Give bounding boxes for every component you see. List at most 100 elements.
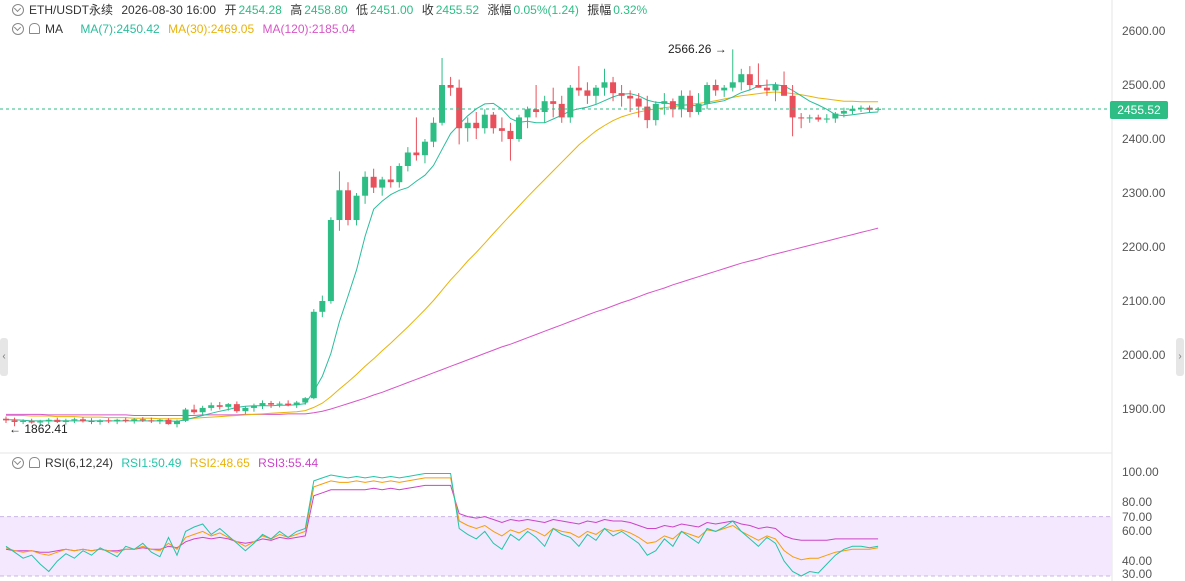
rsi-tick-label: 30.00 (1122, 567, 1153, 581)
candle-body (584, 90, 591, 96)
candle-body (345, 190, 351, 220)
collapse-icon[interactable] (12, 4, 24, 16)
candle-body (327, 220, 334, 301)
candle-body (413, 152, 420, 156)
candle-body (815, 117, 822, 120)
high-annotation: 2566.26 → (668, 42, 727, 56)
candle-body (353, 195, 360, 220)
open-label: 开 (224, 3, 237, 17)
candle-body (199, 407, 206, 413)
rsi-band (0, 516, 1112, 576)
ma120-line (6, 227, 879, 416)
candle-body (789, 95, 796, 118)
symbol-label: ETH/USDT永续 (29, 3, 114, 17)
candle-body (669, 101, 676, 110)
candle-body (823, 118, 830, 120)
candle-body (781, 85, 788, 96)
ma7-value: MA(7):2450.42 (80, 22, 160, 36)
scroll-left-button[interactable]: ‹ (0, 338, 8, 376)
rsi-tick-label: 100.00 (1122, 465, 1159, 479)
candle-body (806, 117, 813, 119)
candle-body (798, 117, 805, 119)
candle-body (156, 419, 163, 422)
candle-body (88, 420, 95, 422)
candle-body (54, 419, 61, 422)
price-tick-label: 1900.00 (1122, 402, 1166, 416)
candle-body (250, 405, 257, 408)
change-value: 0.05%(1.24) (513, 3, 579, 17)
candle-body (439, 85, 446, 123)
candle-body (473, 122, 480, 129)
candle-body (71, 419, 78, 421)
candle-body (558, 103, 565, 118)
candle-body (379, 179, 386, 188)
rsi-tick-label: 40.00 (1122, 554, 1153, 569)
candle-body (105, 420, 112, 422)
collapse-ma-icon[interactable] (12, 23, 24, 35)
candle-body (174, 420, 180, 425)
candle-body (618, 93, 625, 96)
candle-body (276, 403, 283, 405)
candle-body (302, 398, 309, 403)
alert-bell-icon[interactable] (29, 23, 40, 34)
ma-label: MA (45, 22, 63, 36)
arrow-right-icon: → (714, 42, 727, 56)
candle-body (242, 407, 249, 412)
rsi-legend: RSI(6,12,24) RSI1:50.49 RSI2:48.65 RSI3:… (12, 455, 323, 471)
candle-body (319, 301, 326, 312)
candle-body (28, 420, 35, 423)
open-value: 2454.28 (238, 3, 282, 17)
current-price-tag: 2455.52 (1110, 101, 1168, 119)
rsi2-line (5, 477, 879, 561)
low-annotation-value: 1862.41 (24, 422, 68, 436)
candle-body (20, 420, 27, 422)
candle-body (268, 403, 275, 405)
candle-body (516, 117, 522, 139)
candle-body (11, 420, 18, 422)
candle-body (592, 87, 599, 96)
candle-body (131, 419, 138, 421)
arrow-left-icon: ← (9, 422, 21, 436)
candle-body (644, 106, 651, 121)
high-annotation-value: 2566.26 (668, 42, 712, 56)
candle-body (362, 176, 369, 196)
candle-body (712, 85, 719, 91)
price-tick-label: 2500.00 (1122, 78, 1166, 92)
candle-body (447, 85, 454, 88)
candle-body (336, 190, 343, 220)
candle-body (79, 419, 86, 421)
price-tick-label: 2300.00 (1122, 186, 1166, 200)
candle-body (62, 420, 69, 422)
candle-body (695, 103, 702, 112)
candle-body (610, 82, 617, 94)
candle-body (866, 107, 873, 110)
candle-body (772, 85, 779, 91)
ohlc-header: ETH/USDT永续 2026-08-30 16:00 开 2454.28 高 24… (12, 2, 652, 18)
candle-body (746, 74, 753, 85)
amplitude-value: 0.32% (613, 3, 648, 17)
candle-body (45, 419, 52, 422)
amplitude-label: 振幅 (587, 3, 612, 17)
price-tick-label: 2600.00 (1122, 24, 1166, 38)
rsi1-value: RSI1:50.49 (121, 456, 182, 470)
candle-body (738, 74, 745, 83)
candle-body (182, 409, 189, 421)
rsi-alert-bell-icon[interactable] (29, 457, 40, 468)
collapse-rsi-icon[interactable] (12, 457, 24, 469)
candle-body (3, 418, 9, 421)
ma30-value: MA(30):2469.05 (168, 22, 255, 36)
price-tick-label: 2400.00 (1122, 132, 1166, 146)
scroll-right-button[interactable]: › (1176, 338, 1184, 376)
candle-body (627, 95, 634, 99)
high-label: 高 (290, 3, 303, 17)
candle-body (293, 402, 300, 406)
ma-legend: MA MA(7):2450.42 MA(30):2469.05 MA(120):… (12, 21, 360, 37)
candle-body (208, 405, 215, 408)
candle-body (191, 409, 198, 413)
low-value: 2451.00 (369, 3, 414, 17)
candle-body (481, 114, 488, 129)
high-value: 2458.80 (304, 3, 348, 17)
rsi1-line (5, 473, 879, 577)
ma7-line (6, 83, 879, 422)
